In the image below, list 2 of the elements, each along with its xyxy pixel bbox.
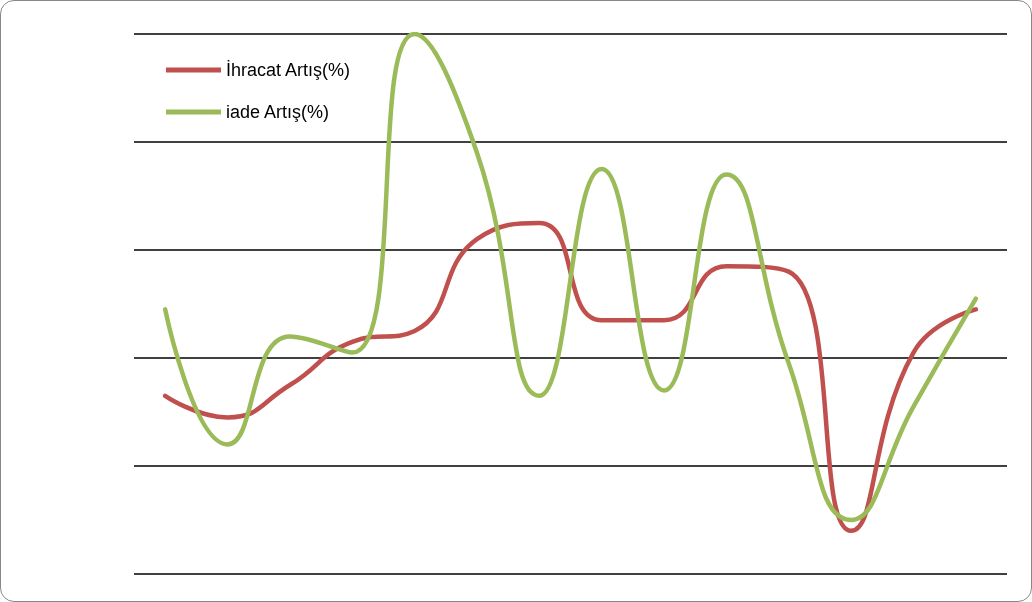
legend-label: iade Artış(%): [226, 102, 330, 122]
legend-label: İhracat Artış(%): [226, 60, 351, 80]
